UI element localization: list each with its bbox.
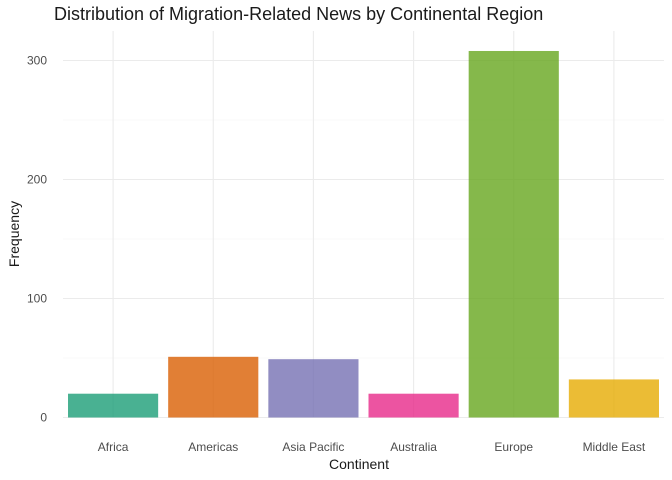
- bar-australia: [368, 393, 459, 418]
- x-tick-label: Americas: [188, 440, 238, 454]
- bar-americas: [168, 356, 259, 418]
- bar-middle-east: [568, 379, 659, 418]
- y-tick-label: 200: [27, 173, 47, 187]
- y-tick-label: 100: [27, 292, 47, 306]
- x-tick-label: Middle East: [583, 440, 646, 454]
- y-axis-ticks: 0 100 200 300: [27, 54, 47, 425]
- x-axis-title: Continent: [329, 456, 389, 472]
- y-axis-title: Frequency: [6, 201, 22, 267]
- x-tick-label: Europe: [494, 440, 533, 454]
- chart-title: Distribution of Migration-Related News b…: [54, 4, 543, 24]
- bars: [68, 50, 659, 418]
- x-axis-ticks: Africa Americas Asia Pacific Australia Europ…: [98, 440, 646, 454]
- x-tick-label: Asia Pacific: [282, 440, 344, 454]
- x-tick-label: Australia: [390, 440, 437, 454]
- bar-asia-pacific: [268, 359, 359, 418]
- bar-africa: [68, 393, 159, 418]
- x-tick-label: Africa: [98, 440, 129, 454]
- bar-europe: [468, 50, 559, 418]
- y-tick-label: 300: [27, 54, 47, 68]
- major-gridlines: [63, 31, 664, 419]
- y-tick-label: 0: [40, 411, 47, 425]
- minor-gridlines: [63, 119, 664, 359]
